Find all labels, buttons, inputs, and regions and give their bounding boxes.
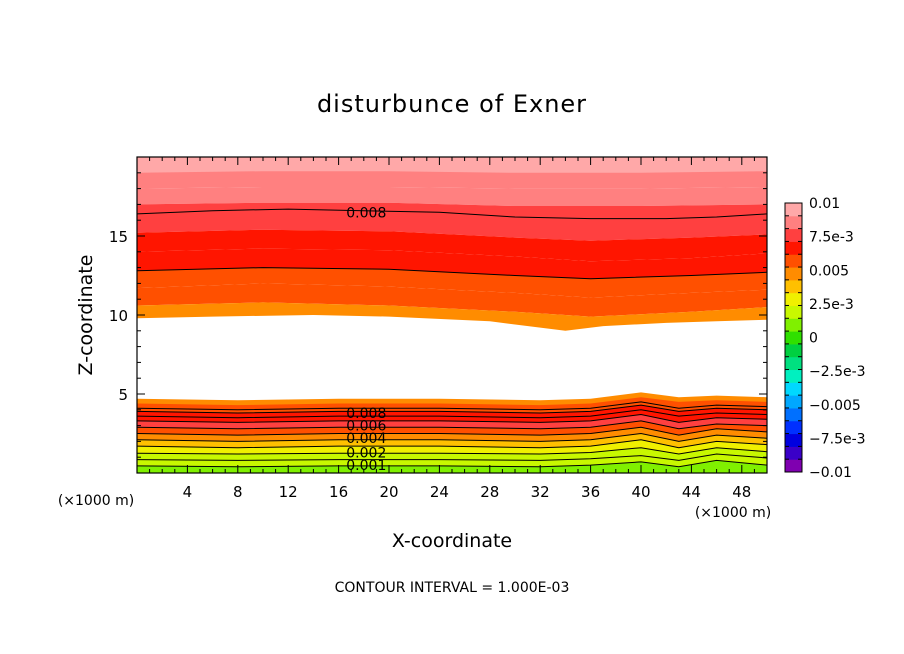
contour-fill xyxy=(137,460,767,473)
x-tick-label: 4 xyxy=(183,483,193,501)
x-axis-label: X-coordinate xyxy=(392,530,512,552)
contour-line xyxy=(137,404,767,414)
contour-line xyxy=(137,439,767,449)
colorbar-swatch xyxy=(785,215,802,230)
x-tick-label: 44 xyxy=(682,483,701,501)
colorbar-swatch xyxy=(785,420,802,435)
colorbar-swatch xyxy=(785,292,802,306)
contour-label: 0.008 xyxy=(346,205,386,221)
contour-line xyxy=(137,453,767,461)
x-tick-label: 16 xyxy=(329,483,348,501)
contour-label: 0.002 xyxy=(346,445,386,461)
contour-label: 0.008 xyxy=(346,406,386,422)
contour-line xyxy=(137,208,767,220)
colorbar-swatch xyxy=(785,241,802,255)
colorbar-swatch xyxy=(785,395,802,409)
y-tick-label: 15 xyxy=(109,228,128,246)
contour-fill xyxy=(137,229,767,262)
y-tick-label: 5 xyxy=(118,386,128,404)
colorbar-swatch xyxy=(785,433,802,447)
contour-fill xyxy=(137,248,767,279)
x-tick-label: 36 xyxy=(581,483,600,501)
x-axis-ticks: 4 8 12 16 20 24 28 32 36 40 44 48 xyxy=(149,157,755,501)
contour-fill xyxy=(137,283,767,317)
colorbar-label: −7.5e-3 xyxy=(809,431,866,447)
x-tick-label: 12 xyxy=(279,483,298,501)
colorbar-swatch xyxy=(785,382,802,396)
contour-fill xyxy=(137,171,767,189)
contour-label: 0.004 xyxy=(346,431,386,447)
colorbar-swatch xyxy=(785,203,802,217)
colorbar-swatch xyxy=(785,279,802,294)
x-tick-label: 32 xyxy=(531,483,550,501)
x-tick-label: 8 xyxy=(233,483,243,501)
contour-label: 0.006 xyxy=(346,419,386,435)
colorbar-label: 0 xyxy=(809,331,818,347)
colorbar-swatch xyxy=(785,369,802,383)
contour-fills xyxy=(137,157,767,473)
contour-line xyxy=(137,447,767,455)
chart-title: disturbunce of Exner xyxy=(317,90,587,118)
x-unit-label-left: (×1000 m) xyxy=(58,493,134,509)
contour-line xyxy=(137,420,767,430)
x-unit-label-right: (×1000 m) xyxy=(695,505,771,521)
colorbar-swatch xyxy=(785,228,802,242)
colorbar-label: 2.5e-3 xyxy=(809,297,854,313)
colorbar-swatch xyxy=(785,446,802,460)
x-tick-label: 24 xyxy=(430,483,449,501)
colorbar-label: −2.5e-3 xyxy=(809,364,866,380)
colorbar-label: 0.005 xyxy=(809,263,849,279)
contour-fill xyxy=(137,302,767,331)
contour-fill xyxy=(137,202,767,219)
y-tick-label: 10 xyxy=(109,307,128,325)
x-tick-label: 40 xyxy=(631,483,650,501)
colorbar: 0.01 7.5e-3 0.005 2.5e-3 0 −2.5e-3 −0.005 −7.5e… xyxy=(784,196,866,481)
contour-line xyxy=(137,413,767,423)
colorbar-swatch xyxy=(785,267,802,281)
contour-interval-note: CONTOUR INTERVAL = 1.000E-03 xyxy=(335,580,570,596)
x-tick-label: 48 xyxy=(732,483,751,501)
y-axis-ticks: 5 10 15 xyxy=(109,172,767,458)
x-tick-label: 20 xyxy=(379,483,398,501)
colorbar-frame xyxy=(784,202,803,473)
colorbar-label: −0.005 xyxy=(809,398,861,414)
contour-line xyxy=(137,401,767,411)
contour-line xyxy=(137,267,767,280)
contour-line xyxy=(137,426,767,436)
contour-fill xyxy=(137,157,767,173)
x-tick-label: 28 xyxy=(480,483,499,501)
colorbar-swatch xyxy=(785,407,802,422)
colorbar-swatch xyxy=(785,305,802,319)
colorbar-swatch xyxy=(785,318,802,332)
colorbar-label: 7.5e-3 xyxy=(809,230,854,246)
contour-line xyxy=(137,409,767,419)
colorbar-swatch xyxy=(785,459,802,473)
contour-fill xyxy=(137,209,767,241)
colorbar-swatch xyxy=(785,331,802,345)
colorbar-swatch xyxy=(785,343,802,358)
contour-fill xyxy=(137,267,767,298)
contour-label: 0.001 xyxy=(346,458,386,474)
colorbar-swatch xyxy=(785,254,802,268)
contour-lines xyxy=(137,208,767,468)
colorbar-swatch xyxy=(785,356,802,371)
colorbar-label: −0.01 xyxy=(809,465,852,481)
colorbar-label: 0.01 xyxy=(809,196,840,212)
contour-fill xyxy=(137,187,767,206)
contour-line xyxy=(137,432,767,442)
y-axis-label: Z-coordinate xyxy=(75,255,97,376)
